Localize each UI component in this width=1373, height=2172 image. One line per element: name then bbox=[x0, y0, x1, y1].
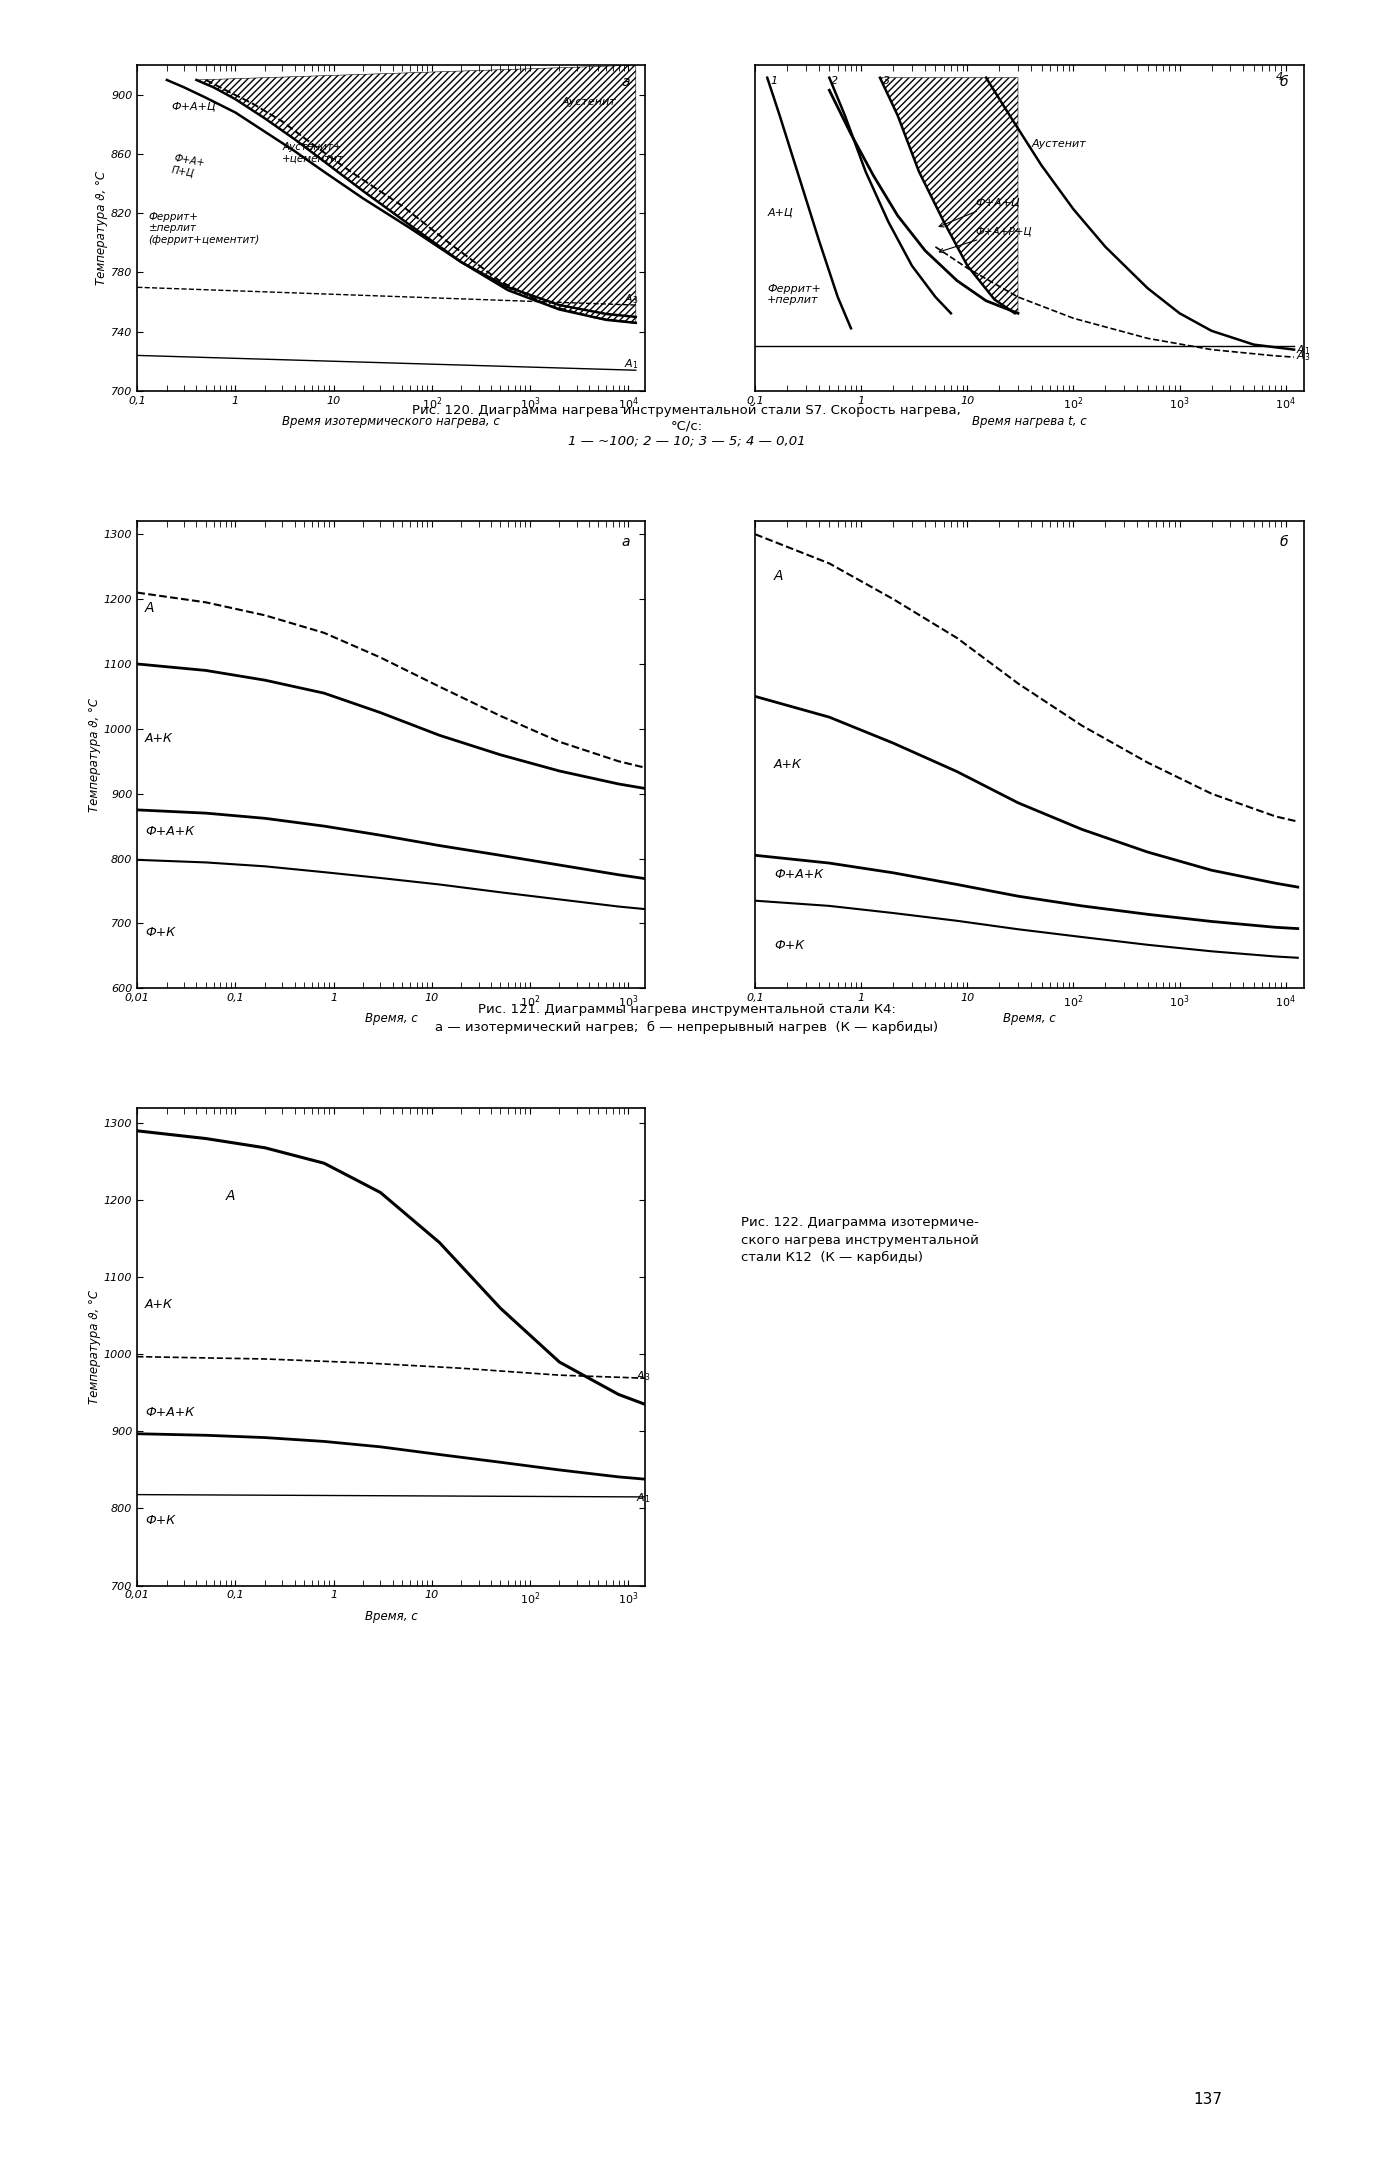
Text: Ф+К: Ф+К bbox=[146, 927, 176, 938]
Text: А+Ц: А+Ц bbox=[768, 209, 792, 217]
Text: стали К12  (К — карбиды): стали К12 (К — карбиды) bbox=[741, 1251, 924, 1264]
X-axis label: Время, с: Время, с bbox=[365, 1012, 417, 1025]
Text: А: А bbox=[774, 569, 784, 582]
Text: $A_1$: $A_1$ bbox=[636, 1492, 651, 1505]
Text: Ф+К: Ф+К bbox=[774, 938, 805, 951]
X-axis label: Время изотермического нагрева, с: Время изотермического нагрева, с bbox=[283, 415, 500, 428]
Text: °С/с:: °С/с: bbox=[670, 419, 703, 432]
Text: А: А bbox=[146, 602, 155, 615]
X-axis label: Время, с: Время, с bbox=[365, 1609, 417, 1622]
Y-axis label: Температура ϑ, °С: Температура ϑ, °С bbox=[88, 697, 102, 812]
Text: а — изотермический нагрев;  б — непрерывный нагрев  (К — карбиды): а — изотермический нагрев; б — непрерывн… bbox=[435, 1021, 938, 1034]
Text: 2: 2 bbox=[831, 76, 839, 87]
Text: Феррит+
+перлит: Феррит+ +перлит bbox=[768, 285, 821, 306]
Text: 137: 137 bbox=[1193, 2092, 1223, 2107]
Text: 1: 1 bbox=[770, 76, 777, 87]
Text: 1 — ~100; 2 — 10; 3 — 5; 4 — 0,01: 1 — ~100; 2 — 10; 3 — 5; 4 — 0,01 bbox=[568, 434, 805, 447]
Text: а: а bbox=[622, 74, 630, 89]
Text: Феррит+
±перлит
(феррит+цементит): Феррит+ ±перлит (феррит+цементит) bbox=[148, 211, 259, 245]
Y-axis label: Температура ϑ, °С: Температура ϑ, °С bbox=[88, 1290, 102, 1403]
Text: Рис. 122. Диаграмма изотермиче-: Рис. 122. Диаграмма изотермиче- bbox=[741, 1216, 979, 1229]
Text: Ф+А+Ц: Ф+А+Ц bbox=[939, 198, 1020, 226]
Text: Ф+К: Ф+К bbox=[146, 1514, 176, 1527]
Text: Ф+А+К: Ф+А+К bbox=[146, 1405, 194, 1418]
Text: $A_1$: $A_1$ bbox=[623, 358, 638, 371]
Text: Ф+А+К: Ф+А+К bbox=[774, 869, 822, 882]
Text: Аустенит: Аустенит bbox=[562, 98, 616, 106]
Text: а: а bbox=[622, 534, 630, 550]
Text: Ф+А+Р+Ц: Ф+А+Р+Ц bbox=[939, 226, 1032, 252]
Text: ского нагрева инструментальной: ского нагрева инструментальной bbox=[741, 1234, 979, 1247]
Text: б: б bbox=[1280, 534, 1288, 550]
Text: 4: 4 bbox=[1276, 72, 1282, 83]
Y-axis label: Температура ϑ, °С: Температура ϑ, °С bbox=[95, 172, 108, 285]
Text: А+К: А+К bbox=[774, 758, 802, 771]
Text: Рис. 120. Диаграмма нагрева инструментальной стали S7. Скорость нагрева,: Рис. 120. Диаграмма нагрева инструментал… bbox=[412, 404, 961, 417]
X-axis label: Время, с: Время, с bbox=[1004, 1012, 1056, 1025]
Text: Рис. 121. Диаграммы нагрева инструментальной стали К4:: Рис. 121. Диаграммы нагрева инструментал… bbox=[478, 1003, 895, 1016]
Text: А: А bbox=[227, 1190, 235, 1203]
X-axis label: Время нагрева t, с: Время нагрева t, с bbox=[972, 415, 1087, 428]
Text: $A_3$: $A_3$ bbox=[636, 1368, 651, 1384]
Text: Ф+А+
П+Ц: Ф+А+ П+Ц bbox=[170, 152, 206, 180]
Text: $A_3$: $A_3$ bbox=[623, 293, 638, 306]
Text: Ф+А+К: Ф+А+К bbox=[146, 825, 194, 838]
Text: А+К: А+К bbox=[146, 732, 173, 745]
Text: 3: 3 bbox=[883, 76, 890, 87]
Text: б: б bbox=[1280, 74, 1288, 89]
Text: Аустенит: Аустенит bbox=[1031, 139, 1086, 148]
Text: А+К: А+К bbox=[146, 1299, 173, 1312]
Text: Ф+А+Ц: Ф+А+Ц bbox=[170, 102, 216, 111]
Text: Аустенит+
+цементит: Аустенит+ +цементит bbox=[283, 141, 345, 163]
Text: $A_1$: $A_1$ bbox=[1296, 343, 1310, 356]
Text: $A_3$: $A_3$ bbox=[1296, 350, 1310, 363]
